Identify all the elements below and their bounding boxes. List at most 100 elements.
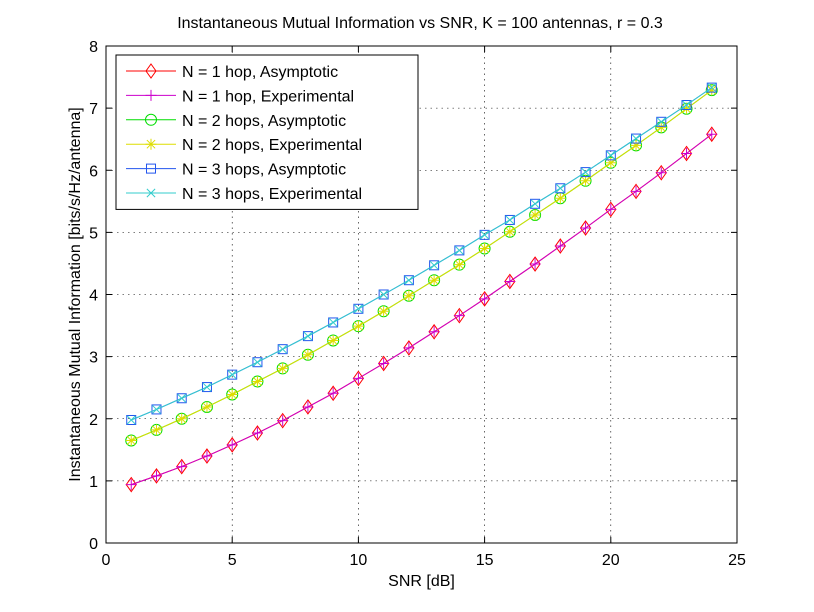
data-point: [530, 198, 541, 209]
data-point: [353, 303, 364, 314]
data-point: [378, 289, 389, 300]
data-point: [201, 382, 212, 393]
data-point: [378, 357, 390, 369]
data-point: [226, 436, 238, 453]
data-point: [529, 209, 541, 221]
data-point: [656, 117, 666, 127]
data-point: [655, 121, 667, 133]
legend-marker: [145, 89, 157, 101]
series-6: [126, 83, 717, 425]
data-point: [555, 183, 566, 194]
legend-marker: [145, 113, 157, 126]
data-point: [352, 320, 364, 332]
series-layer: [125, 82, 718, 493]
legend-entry: N = 1 hop, Asymptotic: [126, 63, 338, 81]
legend-entry: N = 3 hops, Asymptotic: [126, 162, 346, 179]
data-point: [454, 245, 465, 256]
y-axis-label: Instantaneous Mutual Information [bits/s…: [67, 107, 84, 481]
data-point: [151, 404, 162, 415]
data-point: [378, 305, 390, 317]
data-point: [226, 389, 238, 401]
data-point: [656, 116, 667, 127]
data-point: [125, 476, 137, 493]
data-point: [125, 434, 137, 446]
data-point: [428, 274, 440, 286]
data-point: [251, 427, 263, 439]
y-tick-label: 6: [89, 163, 98, 180]
data-point: [605, 150, 616, 161]
data-point: [150, 470, 162, 482]
data-point: [277, 415, 289, 427]
data-point: [152, 404, 161, 414]
data-point: [479, 229, 490, 240]
data-point: [404, 275, 414, 285]
data-point: [605, 157, 617, 169]
data-point: [352, 372, 364, 384]
series-line: [131, 133, 713, 486]
data-point: [454, 245, 464, 255]
legend-entry: N = 2 hops, Experimental: [126, 137, 362, 154]
series-2: [125, 128, 718, 491]
data-point: [353, 304, 363, 314]
data-point: [403, 275, 414, 286]
y-tick-label: 4: [89, 288, 98, 305]
data-point: [251, 425, 264, 441]
data-point: [504, 214, 515, 225]
data-point: [379, 290, 389, 299]
data-point: [453, 310, 465, 322]
data-point: [201, 448, 213, 464]
data-point: [580, 167, 591, 178]
data-point: [554, 192, 566, 204]
x-tick-label: 0: [102, 552, 111, 569]
x-tick-label: 10: [350, 552, 368, 569]
data-point: [277, 362, 289, 374]
data-point: [302, 401, 314, 413]
data-point: [453, 259, 465, 271]
data-point: [277, 344, 288, 355]
series-line: [131, 87, 713, 421]
data-point: [428, 326, 440, 338]
data-point: [150, 468, 163, 484]
data-point: [707, 83, 717, 93]
data-point: [303, 331, 313, 341]
data-point: [530, 199, 540, 209]
legend: N = 1 hop, Asymptotic N = 1 hop, Experime…: [115, 54, 419, 210]
data-point: [429, 260, 440, 271]
data-point: [504, 226, 516, 238]
x-tick-label: 25: [728, 552, 746, 569]
legend-marker: [146, 163, 156, 174]
data-point: [328, 317, 339, 328]
data-point: [479, 293, 491, 305]
data-point: [327, 334, 339, 346]
x-axis-label: SNR [dB]: [388, 573, 455, 590]
data-point: [251, 375, 263, 387]
axis-ticks: 0 5 10 15 20 25 0 1 2 3 4 5 6 7 8: [89, 39, 746, 569]
data-point: [403, 342, 415, 354]
data-point: [252, 357, 262, 367]
data-point: [681, 100, 692, 111]
data-point: [480, 230, 490, 240]
x-tick-label: 5: [228, 552, 237, 569]
data-point: [227, 369, 238, 380]
data-point: [278, 344, 288, 354]
chart-title: Instantaneous Mutual Information vs SNR,…: [177, 15, 663, 32]
legend-box: [115, 54, 419, 210]
data-point: [126, 415, 136, 425]
data-point: [176, 393, 187, 404]
x-tick-label: 15: [476, 552, 494, 569]
data-point: [630, 185, 642, 197]
data-point: [202, 382, 212, 392]
data-point: [606, 150, 616, 160]
data-point: [581, 167, 591, 177]
x-tick-label: 20: [602, 552, 620, 569]
data-point: [630, 139, 642, 151]
data-point: [631, 134, 641, 144]
data-point: [176, 458, 188, 475]
data-point: [328, 317, 338, 327]
data-point: [580, 175, 592, 187]
data-point: [504, 275, 516, 287]
data-point: [176, 413, 188, 425]
data-point: [580, 222, 592, 234]
y-tick-label: 8: [89, 39, 98, 56]
data-point: [479, 243, 491, 255]
